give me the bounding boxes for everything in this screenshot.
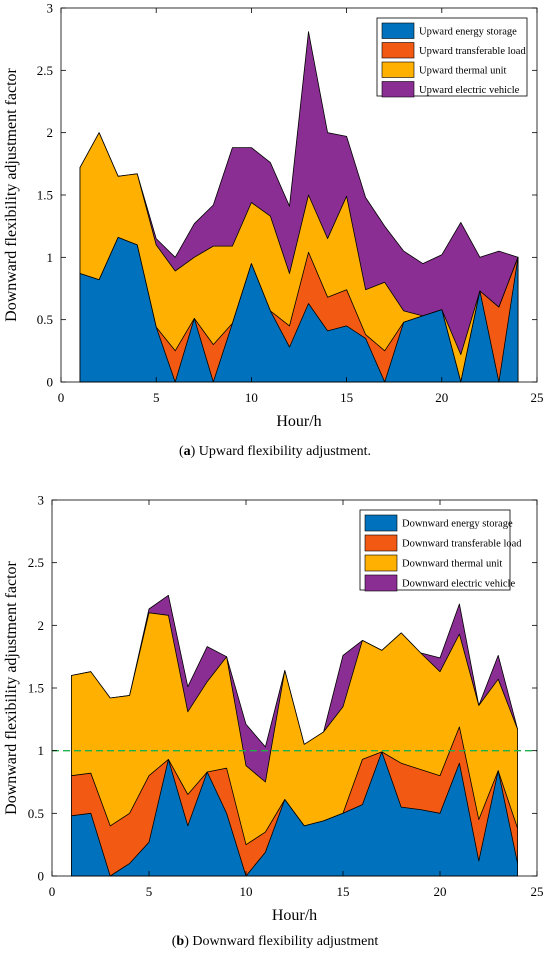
area-series-storage [71, 751, 518, 877]
x-axis-label: Hour/h [276, 413, 321, 430]
legend-swatch-transferable [364, 534, 398, 552]
legend-swatch-ev [381, 81, 415, 98]
y-tick-label: 0.5 [37, 312, 53, 327]
caption-text: Upward flexibility adjustment. [195, 444, 372, 459]
y-tick-label: 0.5 [28, 806, 44, 821]
y-tick-label: 0 [47, 375, 54, 390]
y-tick-label: 2.5 [37, 63, 53, 78]
legend-label: Upward electric vehicle [419, 85, 520, 96]
x-tick-label: 20 [434, 884, 447, 899]
x-tick-label: 0 [49, 884, 56, 899]
caption-text: Downward flexibility adjustment [188, 934, 379, 949]
caption-upward: (a) Upward flexibility adjustment. [178, 444, 372, 459]
legend-label: Downward transferable load [402, 539, 522, 550]
legend: Upward energy storage Upward transferable… [376, 17, 528, 98]
legend: Downward energy storage Downward transfer… [359, 509, 522, 592]
y-tick-label: 2 [47, 125, 54, 140]
x-tick-label: 15 [340, 390, 353, 405]
legend-label: Downward energy storage [402, 519, 513, 530]
x-tick-label: 10 [245, 390, 258, 405]
legend-label: Upward thermal unit [419, 65, 507, 76]
y-axis-label: Downward flexibility adjustment factor [3, 67, 20, 321]
legend-swatch-storage [364, 514, 398, 532]
caption-letter: b [176, 934, 185, 949]
x-axis-label: Hour/h [272, 907, 317, 924]
figure-upward: 0 5 10 15 20 25 0 0.5 1 1.5 2 2.5 3 Hour/h Downward fl… [0, 0, 550, 470]
y-axis-label: Downward flexibility adjustment factor [3, 560, 20, 814]
y-tick-label: 0 [38, 869, 45, 884]
y-tick-label: 1.5 [37, 188, 53, 203]
x-tick-label: 25 [531, 390, 544, 405]
legend-label: Upward energy storage [419, 26, 517, 37]
x-tick-label: 5 [146, 884, 153, 899]
area-series-storage [79, 237, 519, 383]
y-tick-label: 3 [47, 1, 54, 16]
y-tick-label: 3 [38, 493, 45, 508]
caption-downward: (b) Downward flexibility adjustment [171, 934, 379, 949]
y-tick-label: 1.5 [28, 681, 44, 696]
legend-label: Downward thermal unit [402, 559, 502, 570]
x-tick-label: 5 [153, 390, 160, 405]
chart-downward: 0 5 10 15 20 25 0 0.5 1 1.5 2 2.5 3 Hour/h Downward fl… [3, 493, 544, 925]
y-tick-label: 2.5 [28, 555, 44, 570]
caption-letter: a [183, 444, 191, 459]
y-tick-label: 2 [38, 618, 45, 633]
legend-swatch-storage [381, 22, 415, 39]
x-tick-label: 25 [531, 884, 544, 899]
chart-upward: 0 5 10 15 20 25 0 0.5 1 1.5 2 2.5 3 Hour/h Downward fl… [3, 1, 544, 431]
x-tick-label: 20 [435, 390, 448, 405]
x-tick-label: 0 [58, 390, 65, 405]
legend-swatch-thermal [364, 554, 398, 572]
x-tick-label: 15 [337, 884, 350, 899]
y-tick-label: 1 [38, 743, 45, 758]
y-tick-label: 1 [47, 250, 54, 265]
legend-swatch-thermal [381, 61, 415, 78]
legend-swatch-transferable [381, 42, 415, 59]
x-tick-label: 10 [240, 884, 253, 899]
legend-swatch-ev [364, 574, 398, 592]
legend-label: Downward electric vehicle [402, 579, 515, 590]
legend-label: Upward transferable load [419, 46, 526, 57]
area-series-thermal [79, 132, 519, 383]
figure-downward: 0 5 10 15 20 25 0 0.5 1 1.5 2 2.5 3 Hour/h Downward fl… [0, 480, 550, 960]
